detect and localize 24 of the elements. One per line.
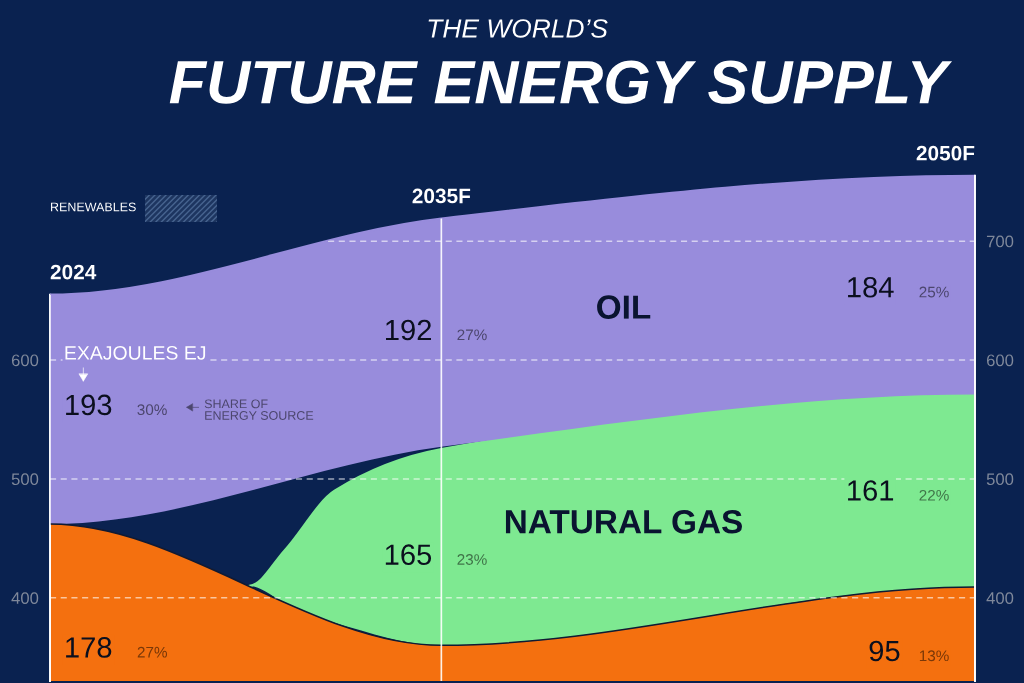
text: NATURAL GAS	[505, 509, 742, 534]
chart-subtitle: THE WORLD’S	[428, 19, 608, 38]
y2-tick-label: 400	[986, 592, 1014, 604]
annotation: 184 25%	[848, 276, 949, 298]
annotation: 165 23%	[385, 544, 487, 566]
annotation: 193 30%	[66, 394, 167, 416]
annotation: 192 27%	[386, 319, 487, 341]
annotation: 161 22%	[848, 480, 949, 501]
annotation: EXAJOULES EJ	[65, 345, 206, 360]
annotation: SHARE OF ENERGY SOURCE	[204, 399, 314, 420]
ref-line-label: 2035F	[412, 188, 471, 204]
chart-title: FUTURE ENERGY SUPPLY	[169, 60, 953, 104]
ref-line-label: 2024	[50, 264, 97, 280]
y-tick-label: 500	[11, 473, 39, 486]
y-tick-label: 400	[11, 592, 39, 604]
text: OIL	[597, 295, 651, 319]
annotation: 178 27%	[66, 637, 168, 658]
y2-tick-label: 500	[986, 473, 1014, 486]
annotation: 95 13%	[869, 640, 949, 662]
ref-line-label: 2050F	[916, 145, 975, 161]
y-tick-label: 600	[11, 354, 39, 367]
annotation: RENEWABLES	[51, 202, 136, 212]
y2-tick-label: 600	[986, 354, 1014, 367]
y2-tick-label: 700	[986, 235, 1014, 248]
